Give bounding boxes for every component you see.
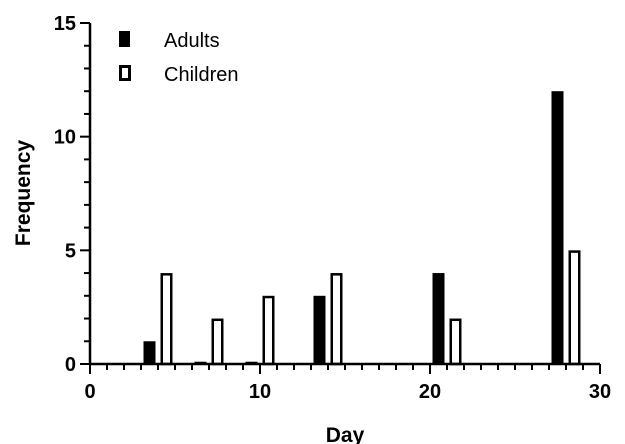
bar-children bbox=[449, 318, 462, 366]
y-tick-label: 15 bbox=[54, 13, 76, 35]
x-ticks: 0 10 20 30 bbox=[84, 364, 611, 403]
bar-adults bbox=[143, 341, 156, 364]
y-tick-label: 5 bbox=[65, 240, 76, 262]
y-tick-label: 10 bbox=[54, 127, 76, 149]
y-axis-title: Frequency bbox=[12, 140, 35, 247]
legend-swatch-adults bbox=[119, 31, 130, 47]
bar-children bbox=[330, 273, 343, 366]
y-ticks: 0 5 10 15 bbox=[54, 13, 90, 376]
bar-adults bbox=[551, 91, 564, 364]
legend-label-adults: Adults bbox=[164, 30, 220, 52]
x-tick-label: 20 bbox=[419, 381, 441, 403]
axes: 0 10 20 30 0 5 10 15 bbox=[54, 13, 611, 403]
bar-children bbox=[160, 273, 173, 366]
bar-adults bbox=[313, 295, 326, 364]
bar-children bbox=[568, 250, 581, 366]
legend: Adults Children bbox=[119, 30, 238, 86]
bar-children bbox=[262, 295, 275, 366]
legend-swatch-children bbox=[119, 65, 131, 81]
x-tick-label: 10 bbox=[249, 381, 271, 403]
bar-adults bbox=[432, 273, 445, 364]
x-tick-label: 30 bbox=[589, 381, 611, 403]
x-tick-label: 0 bbox=[84, 381, 95, 403]
bars bbox=[143, 91, 581, 366]
bar-children bbox=[211, 318, 224, 366]
legend-label-children: Children bbox=[164, 64, 238, 86]
x-axis-title: Day bbox=[326, 424, 365, 444]
y-tick-label: 0 bbox=[65, 354, 76, 376]
